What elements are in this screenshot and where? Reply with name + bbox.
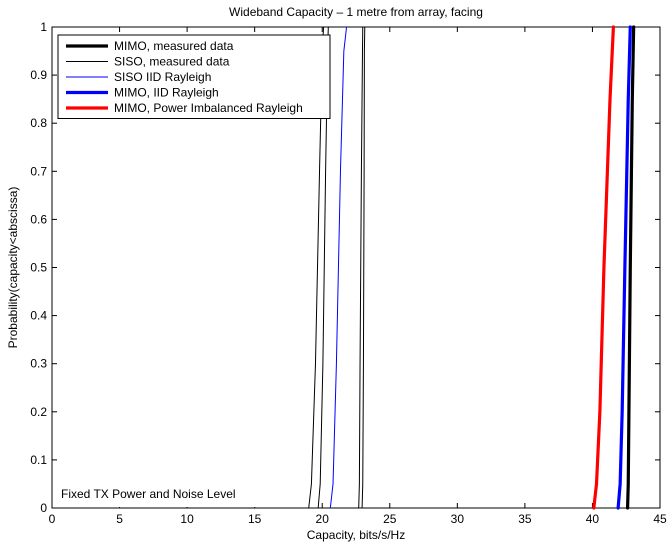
x-tick-label: 0 [49, 512, 56, 526]
legend-label: MIMO, Power Imbalanced Rayleigh [114, 101, 303, 115]
legend-label: SISO, measured data [114, 55, 230, 69]
plot-area: 0 5 10 15 20 25 30 35 40 45 0 0.1 0.2 0.3 0.4 0.5 0.6 0.7… [30, 20, 667, 526]
y-tick-label: 0.5 [30, 261, 47, 275]
series-line-siso-iid-rayleigh [329, 26, 348, 509]
series-line-siso-measured-data [361, 26, 366, 509]
y-tick-label: 0.9 [30, 68, 47, 82]
y-tick-label: 1 [40, 20, 47, 34]
legend-label: MIMO, IID Rayleigh [114, 86, 219, 100]
x-axis-label: Capacity, bits/s/Hz [307, 528, 405, 542]
x-tick-label: 30 [451, 512, 465, 526]
y-tick-label: 0.8 [30, 116, 47, 130]
x-tick-label: 15 [248, 512, 262, 526]
y-tick-label: 0.3 [30, 357, 47, 371]
series-line-mimo-power-imbalanced-rayleigh [592, 25, 615, 510]
x-tick-label: 40 [586, 512, 600, 526]
chart-title: Wideband Capacity – 1 metre from array, … [229, 5, 483, 19]
series-line-mimo-measured-data [625, 25, 636, 510]
x-tick-label: 35 [518, 512, 532, 526]
y-tick-label: 0.1 [30, 453, 47, 467]
y-tick-label: 0 [40, 501, 47, 515]
legend: MIMO, measured data SISO, measured dataSI… [57, 34, 331, 119]
x-tick-label: 10 [180, 512, 194, 526]
x-tick-label: 20 [316, 512, 330, 526]
x-tick-label: 25 [383, 512, 397, 526]
legend-label: SISO IID Rayleigh [114, 70, 211, 84]
series-line-siso-measured-data [358, 26, 364, 509]
y-tick-label: 0.7 [30, 164, 47, 178]
y-tick-label: 0.4 [30, 309, 47, 323]
legend-label: MIMO, measured data [114, 39, 234, 53]
annotation-background [53, 484, 265, 507]
x-tick-label: 5 [116, 512, 123, 526]
x-tick-label: 45 [653, 512, 667, 526]
y-axis-label: Probability(capacity<abscissa) [6, 187, 20, 349]
annotation-text: Fixed TX Power and Noise Level [61, 487, 236, 501]
y-tick-label: 0.2 [30, 405, 47, 419]
series-line-mimo-iid-rayleigh [616, 25, 632, 510]
y-tick-label: 0.6 [30, 212, 47, 226]
